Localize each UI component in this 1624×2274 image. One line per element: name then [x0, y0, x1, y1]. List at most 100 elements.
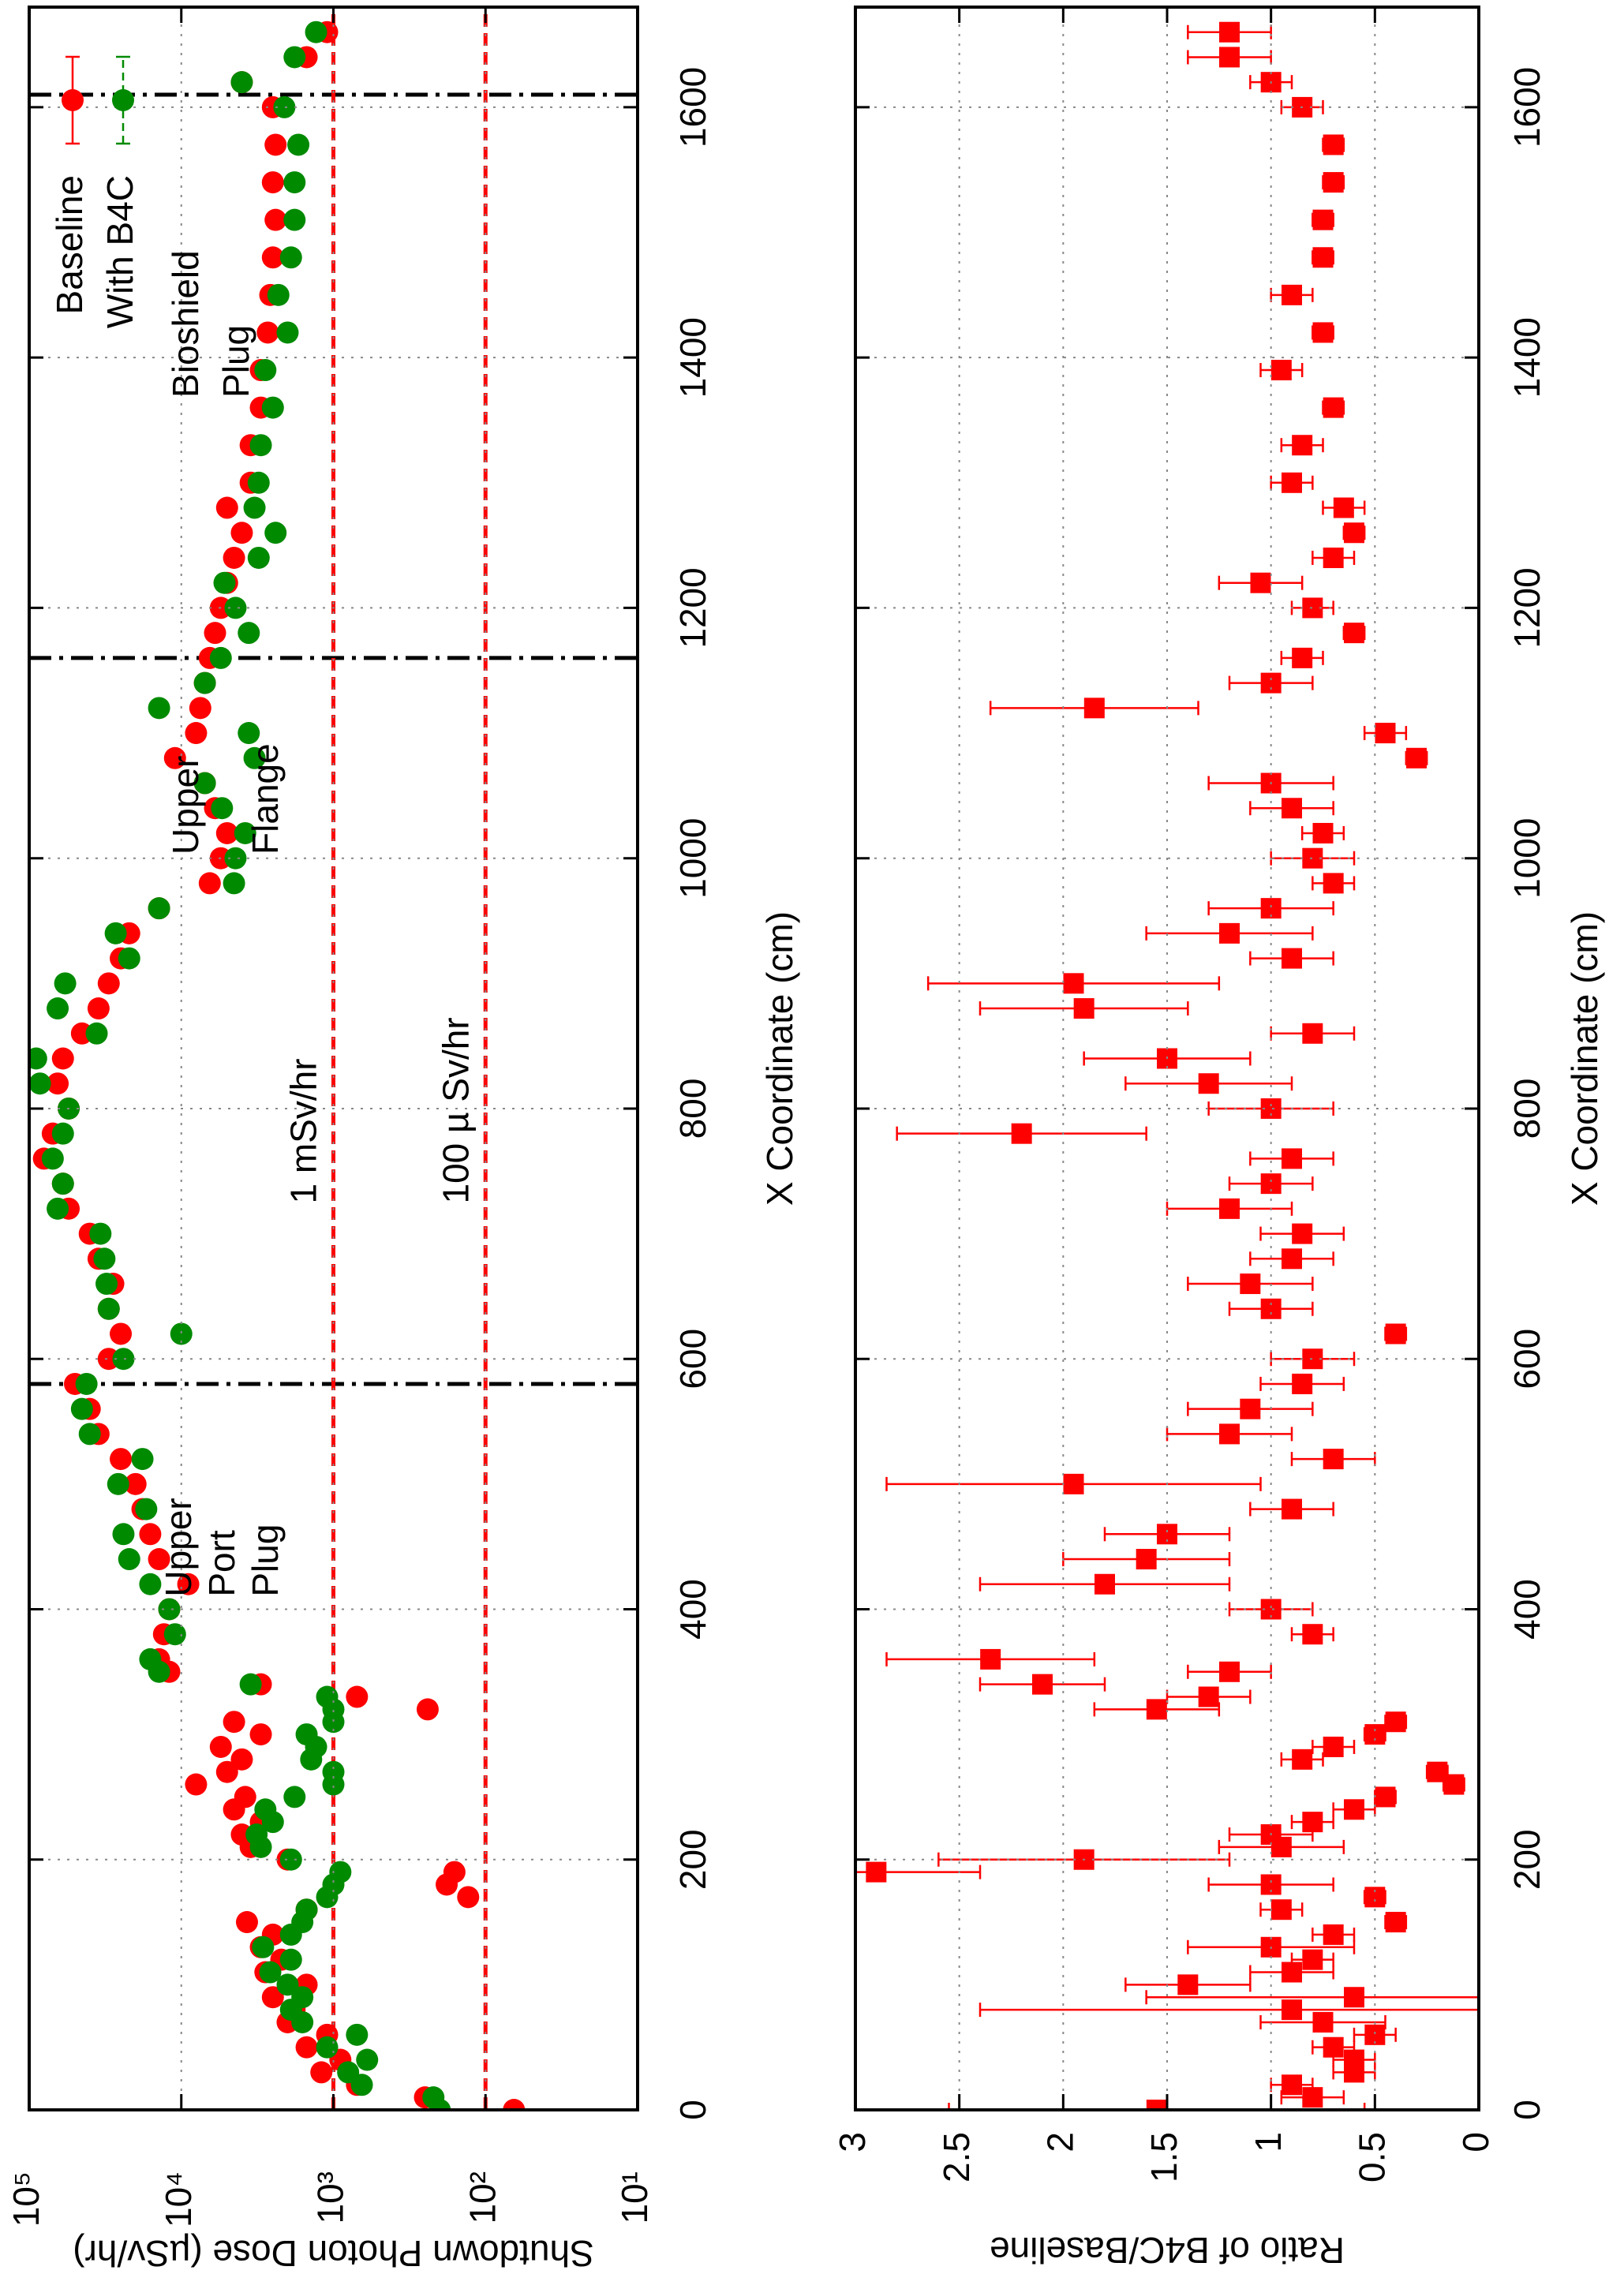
data-point: [273, 95, 296, 118]
data-point: [1219, 1423, 1240, 1445]
data-point: [51, 1173, 74, 1195]
x-tick-label: 0: [1506, 2100, 1547, 2120]
data-point: [243, 746, 266, 769]
data-point: [47, 1072, 69, 1095]
x-tick-label: 800: [1506, 1079, 1547, 1139]
data-point: [93, 1247, 116, 1270]
data-point: [1323, 1924, 1344, 1945]
legend-marker: [112, 89, 134, 111]
data-point: [230, 522, 253, 544]
legend-label: Baseline: [49, 175, 90, 314]
data-point: [1146, 1699, 1167, 1720]
x-tick-label: 200: [672, 1829, 713, 1890]
y-tick-label: 2.5: [936, 2132, 977, 2182]
data-point: [1250, 572, 1271, 593]
data-point: [254, 1798, 277, 1821]
data-point: [97, 972, 120, 995]
data-point: [139, 1648, 162, 1670]
data-point: [356, 2048, 379, 2071]
y-tick-label: 0: [1455, 2132, 1496, 2152]
data-point: [47, 1197, 69, 1220]
plot-frame: [28, 6, 639, 2111]
data-point: [264, 133, 287, 156]
data-point: [85, 1022, 108, 1045]
data-point: [1312, 822, 1334, 843]
data-point: [78, 1423, 101, 1446]
data-point: [112, 1523, 135, 1546]
data-point: [213, 571, 236, 594]
data-point: [87, 997, 110, 1020]
data-point: [185, 722, 208, 745]
data-point: [51, 1122, 74, 1145]
data-point: [97, 1297, 120, 1320]
data-point: [1292, 1373, 1313, 1394]
data-point: [416, 1698, 439, 1721]
data-point: [279, 1948, 302, 1971]
data-point: [170, 1322, 193, 1345]
data-point: [1260, 898, 1282, 919]
data-point: [223, 872, 245, 895]
data-point: [310, 2061, 333, 2084]
annotation: Upper: [158, 1498, 199, 1596]
data-point: [1406, 747, 1427, 769]
y-axis-title: Shutdown Photon Dose (µSv/hr): [73, 2233, 594, 2274]
data-point: [254, 359, 277, 382]
data-point: [211, 797, 234, 820]
x-tick-label: 1200: [672, 567, 713, 648]
data-point: [295, 2036, 318, 2059]
data-point: [163, 1623, 186, 1646]
data-point: [1385, 1912, 1406, 1933]
y-tick-label: 10²: [462, 2171, 503, 2224]
data-point: [110, 1322, 133, 1345]
data-point: [1323, 547, 1344, 568]
data-point: [1292, 1223, 1313, 1244]
data-point: [1302, 1348, 1323, 1370]
data-point: [249, 1723, 272, 1746]
legend-label: With B4C: [99, 175, 140, 328]
x-tick-label: 200: [1506, 1829, 1547, 1890]
data-point: [1302, 597, 1323, 619]
data-point: [204, 622, 226, 645]
data-point: [230, 71, 253, 94]
x-tick-label: 1000: [672, 818, 713, 899]
data-point: [1146, 2100, 1167, 2110]
y-tick-label: 10⁴: [158, 2171, 199, 2227]
data-point: [235, 1911, 258, 1934]
data-point: [185, 1773, 208, 1796]
data-point: [259, 1961, 282, 1984]
x-tick-label: 400: [1506, 1579, 1547, 1640]
data-point: [234, 1786, 256, 1808]
data-point: [41, 1147, 64, 1170]
data-point: [1312, 209, 1334, 230]
data-point: [75, 1372, 98, 1395]
data-point: [177, 1573, 200, 1595]
data-point: [215, 496, 238, 519]
data-point: [1344, 2049, 1364, 2070]
data-point: [247, 546, 270, 569]
data-point: [276, 1973, 299, 1996]
data-point: [1323, 397, 1344, 418]
data-point: [243, 496, 266, 519]
data-point: [1302, 1812, 1323, 1833]
data-point: [193, 671, 216, 694]
data-point: [295, 1723, 318, 1746]
data-point: [252, 1936, 275, 1958]
data-point: [291, 1986, 314, 2009]
x-tick-label: 1200: [1506, 567, 1547, 648]
data-point: [209, 646, 232, 669]
data-point: [1219, 21, 1240, 43]
data-point: [193, 772, 216, 795]
data-point: [148, 697, 170, 720]
data-point: [287, 133, 310, 156]
data-point: [135, 1498, 158, 1520]
annotation: Upper: [165, 756, 206, 855]
data-point: [1344, 623, 1364, 644]
data-point: [1302, 1949, 1323, 1970]
data-point: [1333, 497, 1354, 518]
data-point: [1385, 1323, 1406, 1345]
data-point: [247, 471, 270, 494]
data-point: [283, 1786, 306, 1808]
x-tick-label: 1600: [672, 67, 713, 148]
data-point: [104, 922, 127, 944]
legend-marker: [62, 89, 84, 111]
